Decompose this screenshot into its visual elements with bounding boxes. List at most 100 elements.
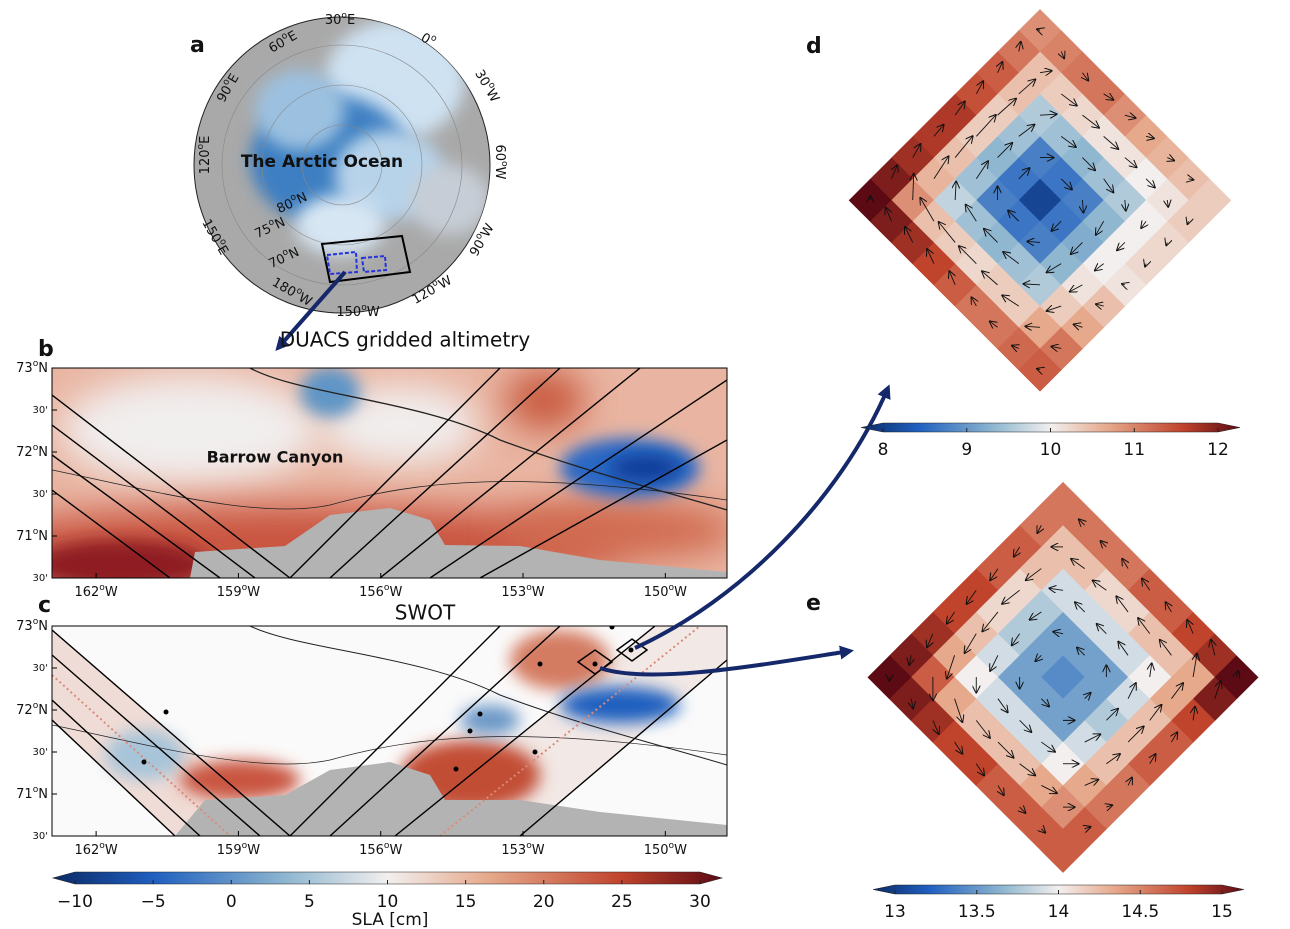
hemisphere: N	[38, 361, 48, 376]
degree-number: 73	[16, 361, 33, 376]
y-tick-label: 30'	[33, 489, 48, 500]
colorbar-tick-label: 15	[455, 892, 477, 912]
x-tick-label: 150oW	[644, 583, 687, 600]
x-tick-label: 153oW	[501, 583, 544, 600]
panel-label: a	[190, 33, 205, 58]
y-tick-label: 30'	[33, 405, 48, 416]
figure: 30oE60oE0o90oE30oW120oE60oW150oE90oW180o…	[0, 0, 1290, 929]
degree-number: 162	[74, 843, 99, 858]
colorbar-tick-label: 8	[878, 440, 889, 460]
y-tick-label: 30'	[33, 831, 48, 842]
hemisphere: E	[198, 136, 213, 144]
panel-label: e	[806, 591, 821, 616]
degree-number: 159	[217, 843, 242, 858]
field-grid	[867, 482, 1258, 873]
x-tick-label: 153oW	[501, 841, 544, 858]
degree-number: 159	[217, 585, 242, 600]
field-grid	[849, 9, 1232, 392]
colorbar-tick-label: 13	[884, 902, 906, 922]
panel-label: c	[38, 593, 51, 618]
map-b-field	[0, 367, 740, 590]
colorbar-tick-label: 30	[689, 892, 711, 912]
x-tick-label: 162oW	[74, 583, 117, 600]
x-tick-label: 150oW	[644, 841, 687, 858]
colorbar-tick-label: −5	[141, 892, 166, 912]
longitude-label: 60oW	[493, 145, 510, 180]
colorbar-label: SLA [cm]	[352, 910, 429, 929]
hemisphere: W	[389, 585, 402, 600]
y-tick-label: 72oN	[16, 443, 48, 460]
y-tick-label: 30'	[33, 573, 48, 584]
hemisphere: N	[38, 529, 48, 544]
degree-number: 60	[493, 145, 508, 162]
hemisphere: W	[674, 585, 687, 600]
hemisphere: W	[247, 585, 260, 600]
degree-number: 162	[74, 585, 99, 600]
hemisphere: W	[493, 167, 508, 180]
degree-number: 71	[16, 787, 33, 802]
hemisphere: W	[105, 843, 118, 858]
colorbar-tick-label: 14.5	[1121, 902, 1159, 922]
hemisphere: E	[347, 13, 355, 28]
colorbar-tick-label: 5	[304, 892, 315, 912]
colorbar-tick-label: 14	[1048, 902, 1070, 922]
colorbar-tick-label: 10	[377, 892, 399, 912]
panel-label: b	[38, 337, 54, 362]
y-tick-label: 30'	[33, 747, 48, 758]
hemisphere: W	[532, 843, 545, 858]
degree-number: 30	[325, 13, 342, 28]
x-tick-label: 159oW	[217, 583, 260, 600]
x-tick-label: 156oW	[359, 841, 402, 858]
panel-title: DUACS gridded altimetry	[280, 328, 531, 352]
degree-number: 72	[16, 703, 33, 718]
hemisphere: W	[674, 843, 687, 858]
colorbar-tick-label: 15	[1211, 902, 1233, 922]
hemisphere: N	[38, 445, 48, 460]
y-tick-label: 71oN	[16, 785, 48, 802]
degree-number: 156	[359, 585, 384, 600]
colorbar-tick-label: 25	[611, 892, 633, 912]
degree-number: 150	[644, 585, 669, 600]
y-tick-label: 72oN	[16, 701, 48, 718]
colorbar-tick-label: 0	[226, 892, 237, 912]
x-tick-label: 159oW	[217, 841, 260, 858]
colorbar-tick-label: −10	[57, 892, 93, 912]
longitude-label: 30oE	[325, 11, 355, 28]
hemisphere: W	[389, 843, 402, 858]
x-tick-label: 156oW	[359, 583, 402, 600]
degree-number: 71	[16, 529, 33, 544]
colorbar-tick-label: 20	[533, 892, 555, 912]
degree-number: 73	[16, 619, 33, 634]
y-tick-label: 73oN	[16, 617, 48, 634]
degree-number: 120	[198, 149, 213, 174]
hemisphere: N	[38, 619, 48, 634]
colorbar-tick-label: 10	[1040, 440, 1062, 460]
degree-number: 150	[336, 305, 361, 320]
hemisphere: W	[483, 86, 502, 105]
degree-number: 150	[644, 843, 669, 858]
colorbar-tick-label: 11	[1123, 440, 1145, 460]
degree-number: 72	[16, 445, 33, 460]
hemisphere: W	[532, 585, 545, 600]
hemisphere: W	[247, 843, 260, 858]
longitude-label: 120oE	[196, 136, 213, 175]
degree-number: 153	[501, 585, 526, 600]
colorbar-tick-label: 9	[961, 440, 972, 460]
hemisphere: W	[105, 585, 118, 600]
panel-title: SWOT	[395, 601, 456, 625]
degree-number: 156	[359, 843, 384, 858]
ocean-label: The Arctic Ocean	[241, 152, 403, 172]
longitude-label: 30oW	[472, 66, 504, 105]
longitude-label: 150oW	[336, 303, 379, 320]
y-tick-label: 30'	[33, 663, 48, 674]
colorbar-tick-label: 12	[1207, 440, 1229, 460]
y-tick-label: 71oN	[16, 527, 48, 544]
map-c-field	[52, 625, 727, 837]
hemisphere: W	[367, 305, 380, 320]
colorbar-tick-label: 13.5	[958, 902, 996, 922]
panel-label: d	[806, 34, 822, 59]
hemisphere: N	[38, 787, 48, 802]
x-tick-label: 162oW	[74, 841, 117, 858]
degree-number: 153	[501, 843, 526, 858]
hemisphere: N	[38, 703, 48, 718]
